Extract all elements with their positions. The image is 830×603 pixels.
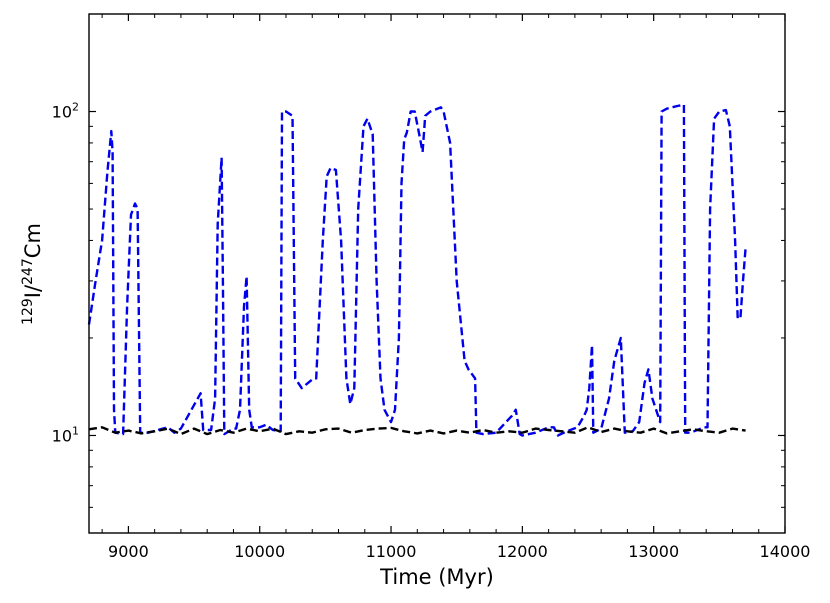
y-label-sup-1: 129 bbox=[20, 298, 36, 325]
y-tick-label-base: 10 bbox=[52, 103, 72, 122]
y-label-base-2: Cm bbox=[21, 223, 45, 258]
y-tick-label-exponent: 1 bbox=[72, 424, 79, 437]
x-tick-label: 14000 bbox=[760, 542, 811, 561]
x-tick-label: 9000 bbox=[108, 542, 149, 561]
series-line-2 bbox=[88, 426, 746, 436]
y-label-sup-2: 247 bbox=[20, 258, 36, 285]
y-tick-label: 102 bbox=[52, 101, 79, 122]
y-tick-label-base: 10 bbox=[52, 426, 72, 445]
x-tick-label: 13000 bbox=[628, 542, 679, 561]
y-label-base-1: I/ bbox=[21, 284, 45, 298]
x-axis-label: Time (Myr) bbox=[379, 565, 494, 589]
y-tick-label: 101 bbox=[52, 424, 79, 445]
plot-frame bbox=[88, 13, 786, 534]
series-line-1 bbox=[87, 103, 747, 437]
series-layer bbox=[87, 103, 747, 437]
x-tick-label: 12000 bbox=[497, 542, 548, 561]
y-axis-label: 129I/247Cm bbox=[20, 223, 45, 325]
x-tick-label: 10000 bbox=[234, 542, 285, 561]
x-tick-label: 11000 bbox=[366, 542, 417, 561]
y-tick-label-exponent: 2 bbox=[72, 101, 79, 114]
